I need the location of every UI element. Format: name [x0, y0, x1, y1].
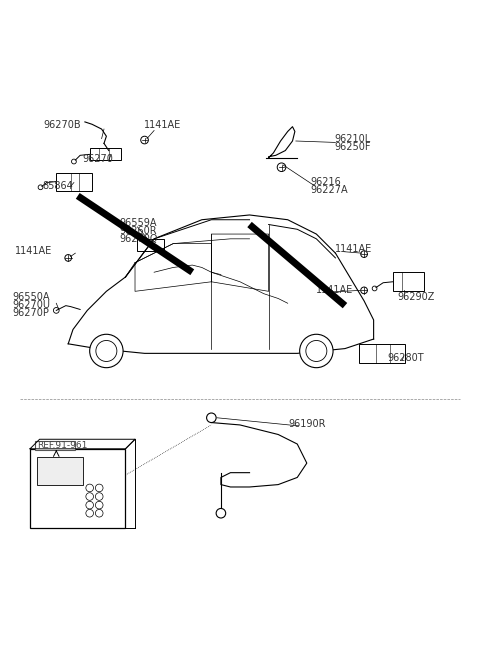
Text: 96290Z: 96290Z — [397, 292, 435, 302]
Circle shape — [86, 493, 94, 500]
Circle shape — [361, 287, 367, 294]
Text: 96280T: 96280T — [387, 353, 424, 363]
FancyBboxPatch shape — [30, 449, 125, 528]
Text: 96559A: 96559A — [120, 218, 157, 228]
Circle shape — [361, 251, 367, 258]
Circle shape — [72, 159, 76, 164]
Text: REF.91-961: REF.91-961 — [37, 441, 87, 450]
Text: 96216: 96216 — [310, 177, 341, 186]
Circle shape — [86, 509, 94, 517]
Circle shape — [96, 509, 103, 517]
Text: 96270B: 96270B — [43, 120, 81, 130]
Text: 96227A: 96227A — [310, 185, 348, 194]
Circle shape — [206, 413, 216, 422]
Circle shape — [306, 341, 327, 362]
Circle shape — [90, 334, 123, 368]
Circle shape — [38, 185, 43, 190]
Circle shape — [96, 484, 103, 492]
Text: 96190R: 96190R — [288, 418, 326, 428]
Circle shape — [216, 509, 226, 518]
FancyBboxPatch shape — [360, 344, 405, 363]
Circle shape — [96, 501, 103, 509]
Text: 1141AE: 1141AE — [336, 244, 372, 254]
Circle shape — [96, 493, 103, 500]
Circle shape — [86, 484, 94, 492]
Text: 96250F: 96250F — [335, 142, 371, 152]
Circle shape — [372, 286, 377, 291]
Text: 85864: 85864 — [42, 181, 73, 191]
Text: 96550A: 96550A — [12, 292, 49, 302]
Circle shape — [96, 341, 117, 362]
Text: 96210L: 96210L — [335, 134, 371, 144]
Circle shape — [277, 163, 286, 171]
Text: 96270: 96270 — [83, 154, 113, 163]
Text: 96270P: 96270P — [12, 308, 49, 318]
Text: 96260R: 96260R — [120, 226, 157, 236]
Circle shape — [86, 501, 94, 509]
Text: 1141AE: 1141AE — [15, 246, 52, 256]
FancyBboxPatch shape — [35, 441, 75, 449]
Text: 1141AE: 1141AE — [316, 285, 354, 295]
FancyBboxPatch shape — [137, 239, 164, 251]
Text: 96270Q: 96270Q — [120, 235, 158, 244]
Text: 1141AE: 1141AE — [144, 120, 181, 130]
Circle shape — [53, 308, 59, 313]
FancyBboxPatch shape — [90, 148, 120, 160]
Text: 96270U: 96270U — [12, 300, 50, 310]
Circle shape — [65, 254, 72, 261]
Circle shape — [141, 136, 148, 144]
FancyBboxPatch shape — [37, 457, 83, 484]
Circle shape — [106, 149, 112, 155]
Circle shape — [300, 334, 333, 368]
FancyBboxPatch shape — [56, 173, 92, 191]
FancyBboxPatch shape — [393, 272, 424, 291]
